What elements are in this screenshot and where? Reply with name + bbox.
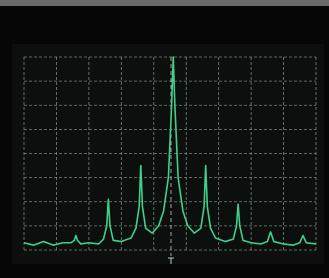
- bezel: [0, 0, 329, 6]
- screen: [0, 0, 329, 278]
- display-area: [12, 44, 324, 264]
